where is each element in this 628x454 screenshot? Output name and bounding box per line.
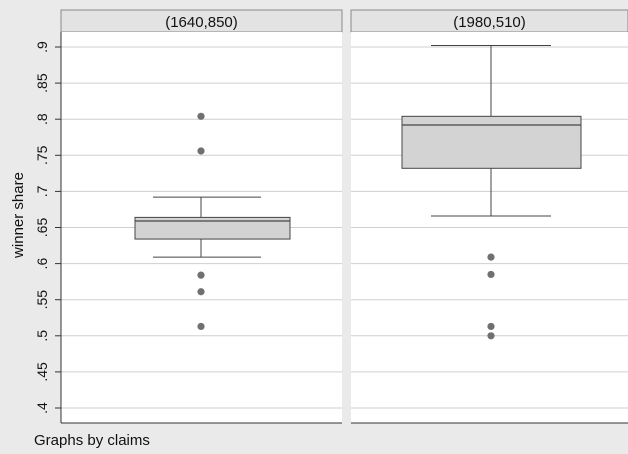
y-tick-label: .65 <box>34 218 50 238</box>
y-tick-label: .4 <box>34 402 50 414</box>
iqr-box <box>134 216 291 240</box>
y-tick-label: .45 <box>34 362 50 382</box>
outlier-point <box>487 332 495 340</box>
y-tick-label: .55 <box>34 290 50 310</box>
by-note: Graphs by claims <box>34 432 150 449</box>
panels-group: (1640,850) (1980,510) <box>60 9 628 423</box>
y-tick-label: .6 <box>34 258 50 270</box>
y-tick-label: .8 <box>34 113 50 125</box>
y-tick-label: .5 <box>34 330 50 342</box>
panel-1: (1640,850) <box>60 9 343 423</box>
panel-title: (1980,510) <box>453 14 526 31</box>
outlier-point <box>487 270 495 279</box>
y-axis-title: winner share <box>10 172 27 259</box>
y-tick-label: .9 <box>34 41 50 53</box>
outlier-point <box>487 253 495 261</box>
y-tick-label: .75 <box>34 145 50 165</box>
y-tick-label: .85 <box>34 73 50 93</box>
outlier-point <box>487 322 495 331</box>
panel-title: (1640,850) <box>165 14 238 31</box>
outlier-point <box>197 112 205 120</box>
panel-2: (1980,510) <box>350 9 628 423</box>
iqr-box <box>401 115 582 169</box>
outlier-point <box>197 271 205 279</box>
y-tick-label: .7 <box>34 185 50 197</box>
outlier-point <box>197 288 205 296</box>
outlier-point <box>197 322 205 331</box>
outlier-point <box>197 147 205 155</box>
y-axis: .9 .85 .8 .75 .7 .65 .6 .55 .5 .45 .4 <box>34 32 628 424</box>
